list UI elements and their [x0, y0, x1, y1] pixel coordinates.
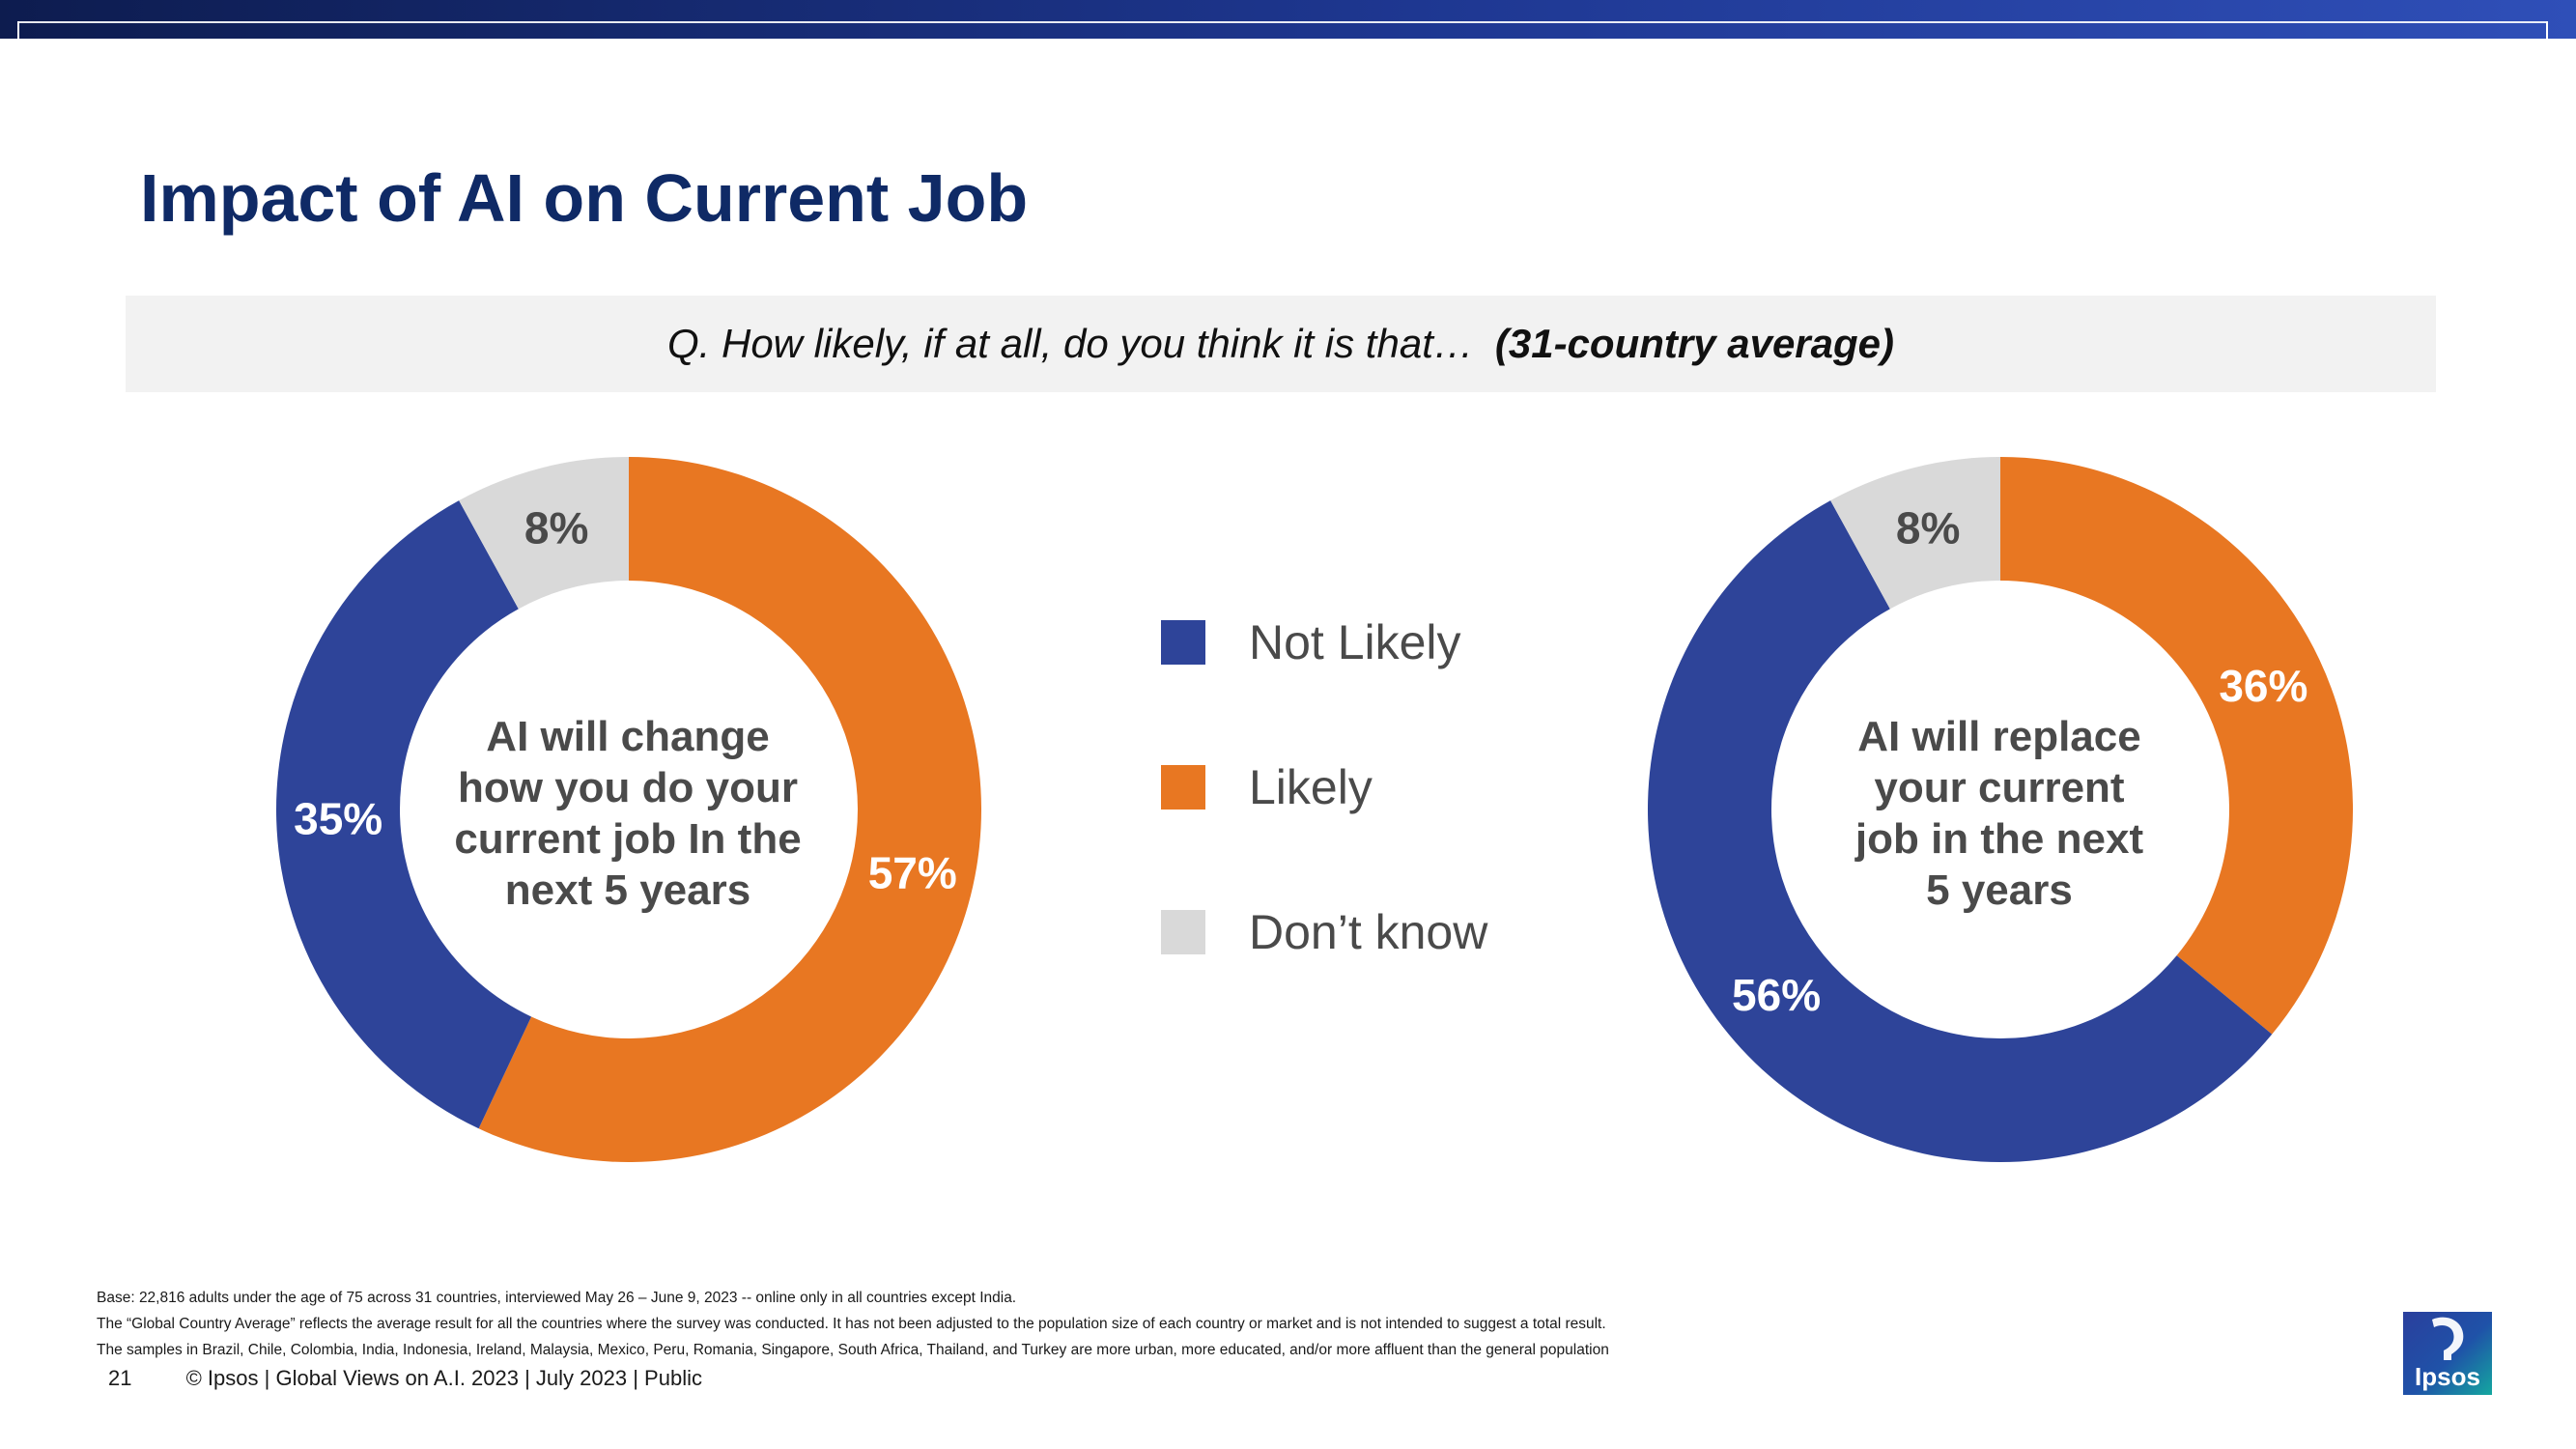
legend-swatch-likely: [1161, 765, 1205, 810]
chart-2-center-line: job in the next: [1854, 815, 2144, 863]
legend-item-not-likely: Not Likely: [1161, 615, 1461, 669]
top-banner-tick-right: [2546, 21, 2548, 39]
question-bar: Q. How likely, if at all, do you think i…: [126, 296, 2436, 392]
chart-2-slice-likely: [2000, 457, 2353, 1035]
chart-2-label-don-t-know: 8%: [1896, 502, 1960, 553]
footnote-base: Base: 22,816 adults under the age of 75 …: [97, 1290, 1017, 1306]
logo-text: Ipsos: [2415, 1362, 2480, 1391]
chart-1-label-don-t-know: 8%: [524, 502, 588, 553]
chart-1-center-line: current job In the: [454, 815, 802, 863]
chart-2-slice-not-likely: [1648, 500, 2273, 1162]
chart-1-label-likely: 57%: [868, 848, 957, 898]
chart-1-center-label: AI will change how you do your current j…: [415, 711, 840, 916]
question-text: Q. How likely, if at all, do you think i…: [666, 321, 1474, 366]
footnote-global-average: The “Global Country Average” reflects th…: [97, 1316, 1606, 1332]
page-footer: 21 © Ipsos | Global Views on A.I. 2023 |…: [108, 1366, 702, 1391]
legend-label-likely: Likely: [1249, 760, 1373, 814]
top-banner-line: [17, 21, 2548, 23]
ipsos-logo-icon: Ipsos: [2403, 1312, 2492, 1395]
legend-label-not-likely: Not Likely: [1249, 615, 1461, 669]
chart-2-center-label: AI will replace your current job in the …: [1787, 711, 2212, 916]
chart-1-slice-not-likely: [276, 500, 532, 1129]
chart-2-center-line: AI will replace: [1857, 713, 2141, 760]
chart-1-slice-don-t-know: [459, 457, 629, 610]
top-banner: [0, 0, 2576, 39]
chart-1-label-not-likely: 35%: [294, 793, 382, 843]
chart-1-center-line: next 5 years: [504, 867, 751, 914]
chart-1-center-line: how you do your: [458, 764, 798, 811]
chart-2-center-line: your current: [1874, 764, 2125, 811]
footnotes: Base: 22,816 adults under the age of 75 …: [97, 1285, 1609, 1363]
chart-2-center-line: 5 years: [1926, 867, 2073, 914]
chart-2-slice-don-t-know: [1830, 457, 2000, 610]
legend-item-likely: Likely: [1161, 760, 1373, 814]
legend-item-dont-know: Don’t know: [1161, 905, 1487, 959]
legend-label-dont-know: Don’t know: [1249, 905, 1488, 959]
chart-1-center-line: AI will change: [486, 713, 770, 760]
chart-2-label-not-likely: 56%: [1732, 970, 1821, 1020]
legend-swatch-dont-know: [1161, 910, 1205, 954]
chart-2-label-likely: 36%: [2219, 661, 2307, 711]
page-number: 21: [108, 1366, 132, 1390]
page-title: Impact of AI on Current Job: [140, 160, 1029, 236]
footer-text: © Ipsos | Global Views on A.I. 2023 | Ju…: [185, 1366, 702, 1390]
legend-swatch-not-likely: [1161, 620, 1205, 665]
footnote-samples: The samples in Brazil, Chile, Colombia, …: [97, 1342, 1609, 1358]
chart-1-slice-likely: [478, 457, 981, 1162]
top-banner-tick-left: [17, 21, 19, 39]
question-emphasis: (31-country average): [1494, 321, 1895, 366]
